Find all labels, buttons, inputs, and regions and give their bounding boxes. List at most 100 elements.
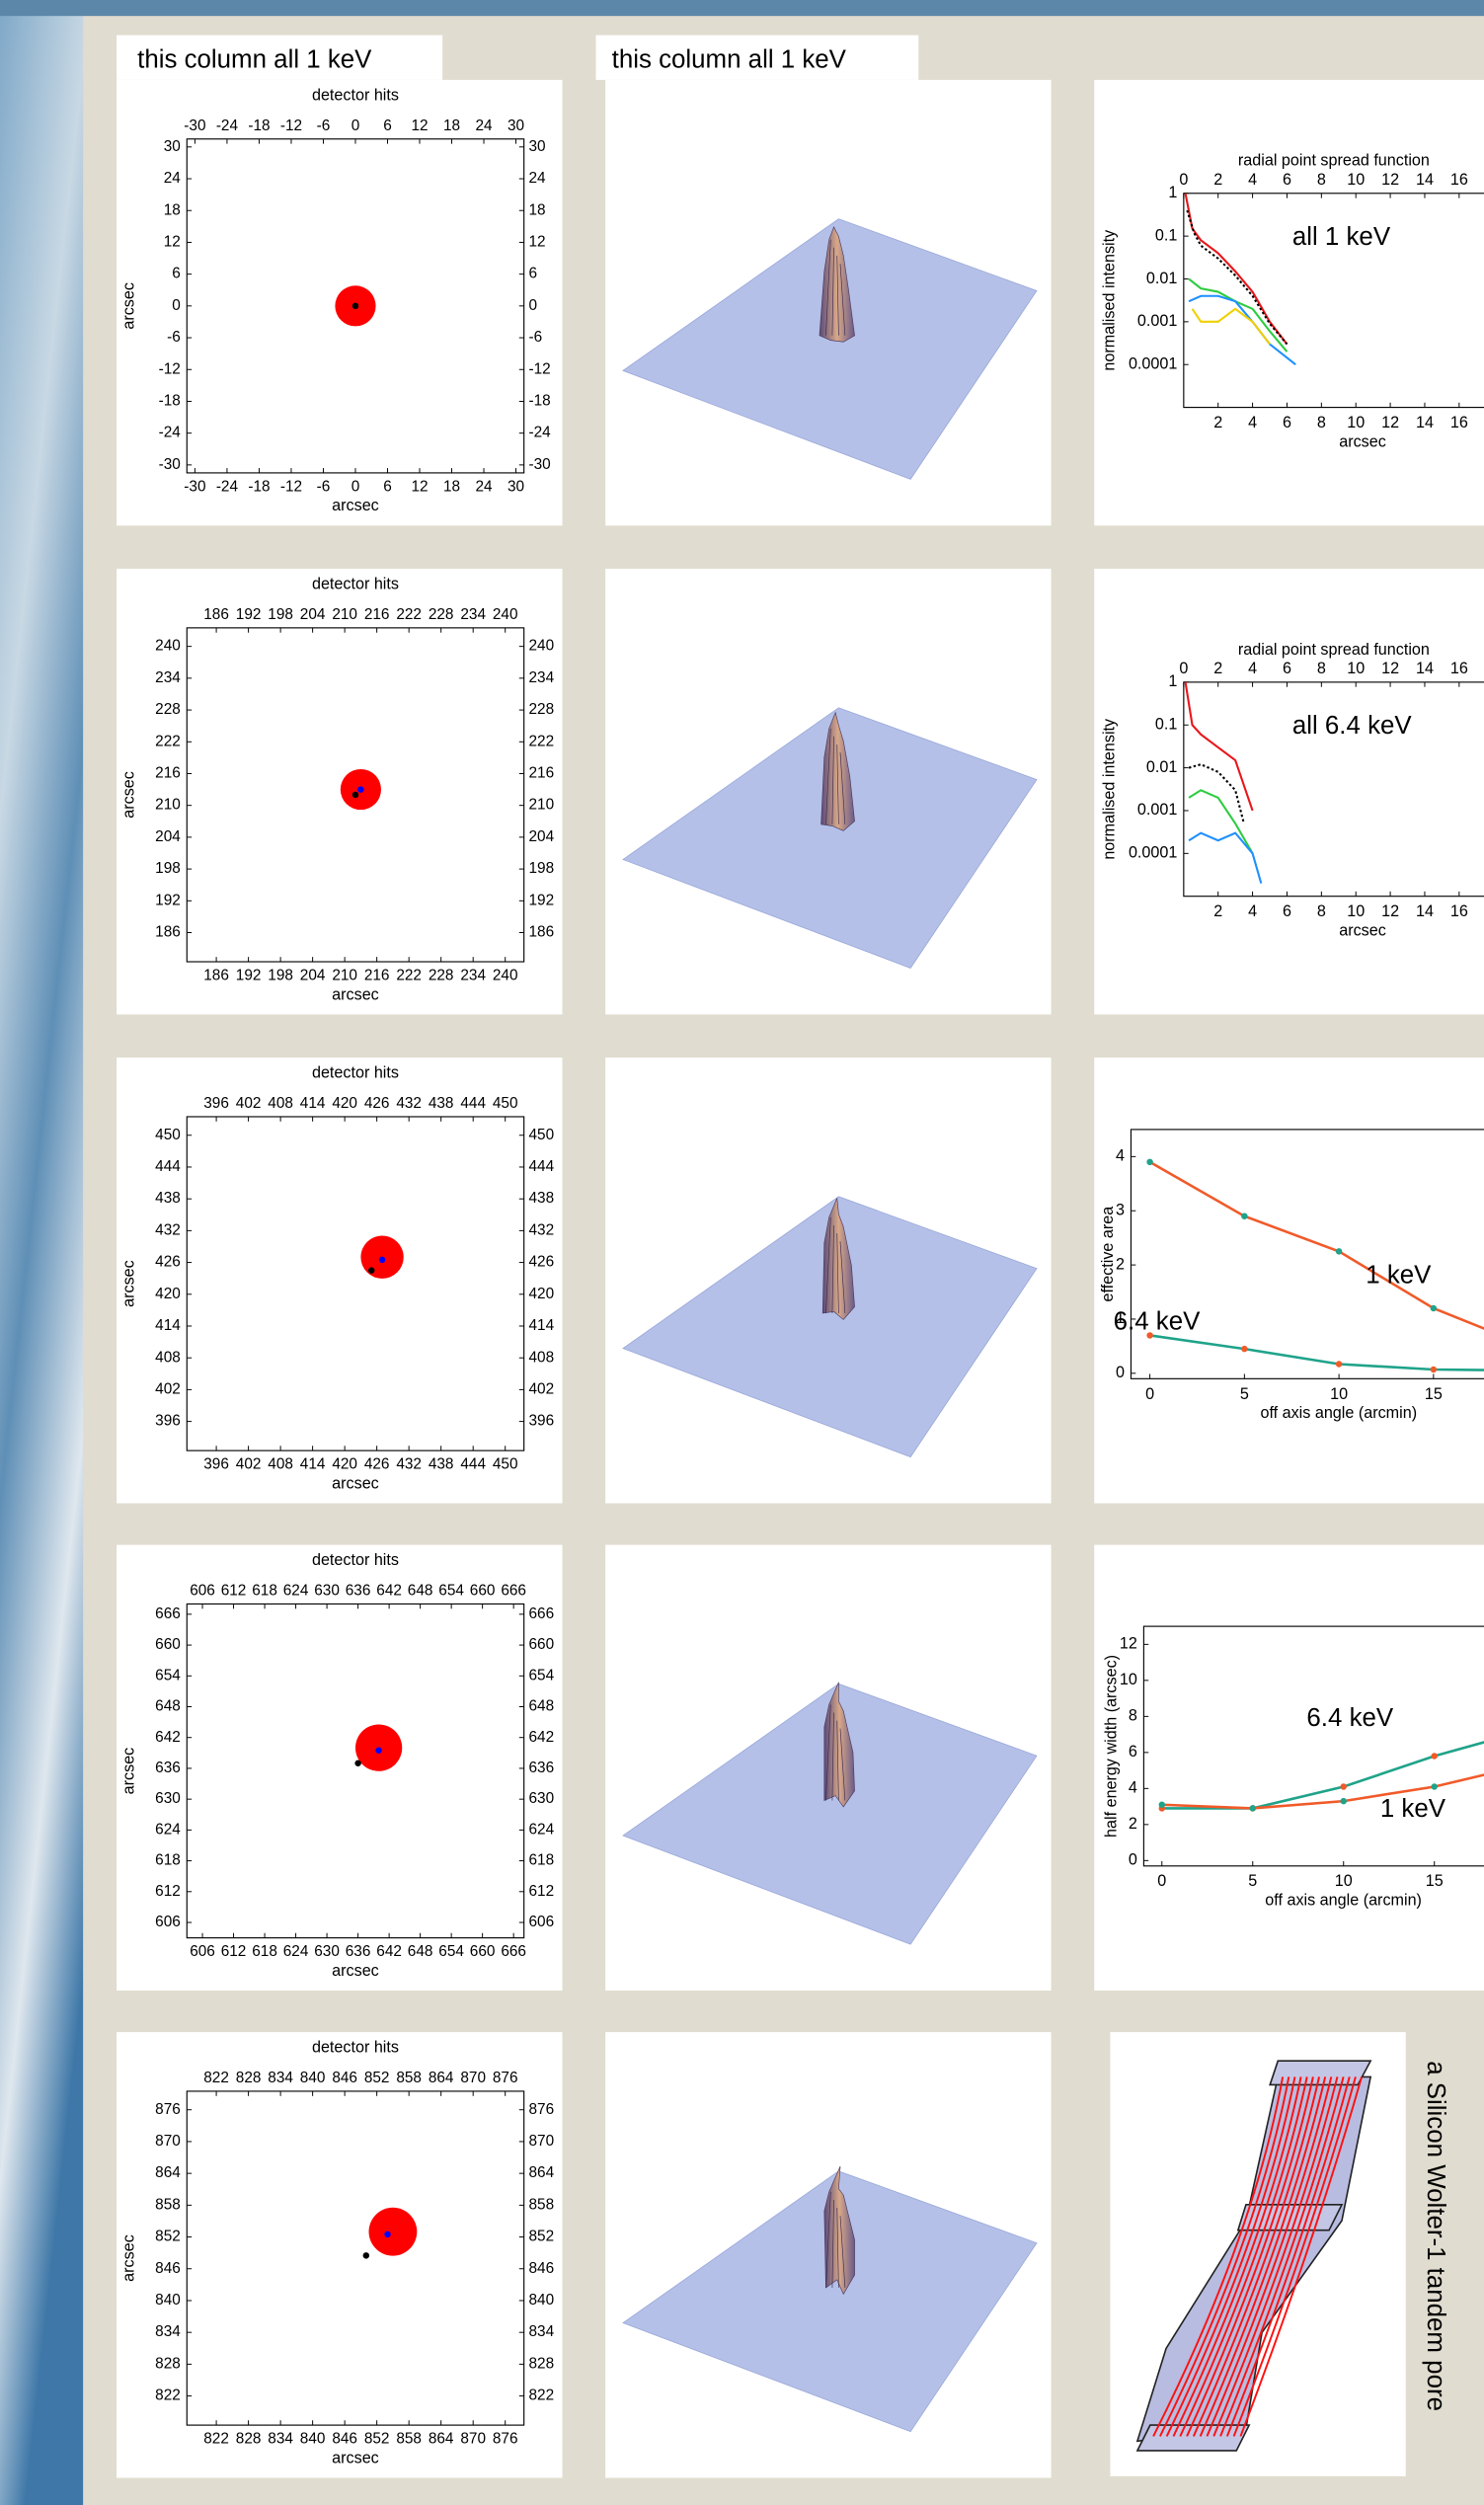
x-tick-label: 5 [1248,1872,1257,1890]
y-tick-label: 822 [155,2388,181,2404]
y-tick-label: 852 [155,2229,181,2245]
y-tick-label-right: -6 [529,329,543,346]
y-tick-label: 396 [155,1413,181,1430]
x-tick-label-top: 408 [268,1095,293,1112]
x-tick-label-top: 6 [383,117,392,134]
y-tick-label: 432 [155,1221,181,1238]
y-tick-label: 612 [155,1883,181,1900]
y-tick-label-right: 216 [529,765,555,782]
x-tick-label: -18 [248,479,270,496]
y-tick-label: -12 [159,360,181,377]
x-tick-label-top: 234 [460,606,486,623]
y-tick-label: 420 [155,1286,181,1302]
series-point [1431,1783,1437,1789]
chart-title: detector hits [312,1551,399,1569]
x-tick-label: 0 [1145,1385,1154,1403]
y-tick-label: 10 [1120,1671,1137,1688]
y-axis-label: arcsec [119,282,137,330]
page: Wolter-1 tandem pore simulation html, bo… [0,0,1484,2505]
y-axis-label: arcsec [119,1260,137,1307]
panel [117,1545,562,1991]
x-tick-label: 16 [1450,902,1468,920]
x-tick-label: 648 [408,1943,433,1960]
chart-title: radial point spread function [1238,152,1430,170]
chart-title: radial point spread function [1238,641,1430,659]
x-tick-label: -30 [184,479,205,496]
y-tick-label: 0.01 [1146,270,1177,287]
chart-title: detector hits [312,1064,399,1082]
x-tick-label-top: 432 [396,1095,422,1112]
x-tick-label-top: 624 [283,1583,309,1600]
x-tick-label: 12 [1381,902,1399,920]
x-axis-label: arcsec [332,497,379,514]
y-tick-label: 864 [155,2164,181,2181]
x-tick-label: 654 [438,1943,464,1960]
y-tick-label-right: 420 [529,1286,555,1302]
series-point [1341,1798,1347,1804]
annotation: all 1 keV [1292,223,1391,251]
y-tick-label: 0.1 [1155,226,1177,244]
x-tick-label-top: -18 [248,117,270,134]
x-tick-label: 240 [493,968,518,984]
series-label: 6.4 keV [1114,1308,1201,1336]
y-tick-label: 240 [155,638,181,655]
x-tick-label: 6 [1283,414,1291,431]
pore-plate [1137,2425,1249,2451]
x-tick-label: 420 [332,1456,357,1473]
y-tick-label-right: 0 [529,297,538,314]
x-tick-label: 828 [236,2431,262,2448]
y-tick-label-right: -18 [529,393,551,410]
x-tick-label: 6 [1283,902,1291,920]
x-tick-label-top: 6 [1283,171,1291,189]
y-tick-label: 624 [155,1821,181,1838]
y-tick-label: 618 [155,1852,181,1869]
x-tick-label: 210 [332,968,357,984]
y-tick-label-right: 432 [529,1221,555,1238]
pore-plate [1270,2061,1370,2084]
y-tick-label-right: 846 [529,2260,555,2277]
y-tick-label-right: 828 [529,2355,555,2372]
y-tick-label-right: 450 [529,1127,555,1143]
x-tick-label-top: 444 [460,1095,486,1112]
y-tick-label-right: -30 [529,456,551,473]
series-point [1159,1802,1165,1808]
x-tick-label: 852 [364,2431,390,2448]
y-tick-label-right: 234 [529,669,555,686]
chart-title: detector hits [312,86,399,104]
x-tick-label-top: 438 [429,1095,454,1112]
y-tick-label: 4 [1129,1779,1137,1797]
x-tick-label: -24 [216,479,239,496]
chart-title: detector hits [312,2039,399,2057]
x-tick-label: 234 [460,968,486,984]
x-tick-label: 846 [332,2431,357,2448]
x-tick-label: 864 [429,2431,454,2448]
x-tick-label-top: 10 [1347,171,1365,189]
x-tick-label-top: 8 [1317,171,1326,189]
x-tick-label: 222 [396,968,422,984]
y-tick-label-right: 870 [529,2133,555,2150]
x-tick-label-top: 4 [1248,171,1257,189]
x-tick-label: 24 [475,479,493,496]
x-tick-label-top: 186 [203,606,229,623]
y-tick-label-right: 414 [529,1317,555,1334]
y-tick-label-right: 666 [529,1605,555,1622]
x-tick-label: 0 [351,479,360,496]
x-tick-label-top: 192 [236,606,262,623]
panel [1094,80,1484,525]
side-image [0,0,83,2505]
x-tick-label: 204 [300,968,326,984]
y-tick-label: 834 [155,2323,181,2340]
y-tick-label: 1 [1168,184,1177,201]
series-point [1336,1361,1342,1367]
y-tick-label-right: 660 [529,1636,555,1653]
series-label: 6.4 keV [1306,1704,1393,1732]
x-tick-label: 426 [364,1456,390,1473]
x-tick-label: 18 [443,479,460,496]
x-tick-label-top: 0 [351,117,360,134]
y-tick-label-right: 186 [529,924,555,941]
x-tick-label-top: 840 [300,2070,326,2086]
x-tick-label: 198 [268,968,293,984]
x-tick-label-top: 636 [346,1583,371,1600]
y-tick-label: 660 [155,1636,181,1653]
y-tick-label: 426 [155,1254,181,1271]
